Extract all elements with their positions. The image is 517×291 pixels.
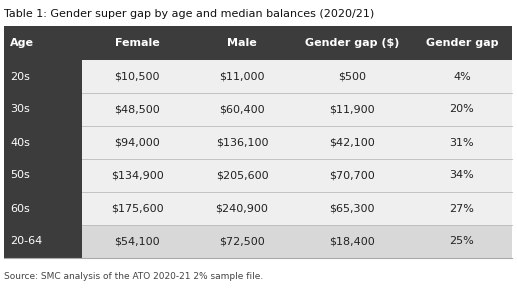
Text: Table 1: Gender super gap by age and median balances (2020/21): Table 1: Gender super gap by age and med…: [4, 9, 374, 19]
Bar: [412, 126, 512, 159]
Text: Male: Male: [227, 38, 257, 48]
Text: $10,500: $10,500: [114, 72, 160, 81]
Bar: [192, 26, 292, 60]
Bar: [192, 126, 292, 159]
Text: $18,400: $18,400: [329, 237, 375, 246]
Text: $48,500: $48,500: [114, 104, 160, 114]
Bar: [412, 192, 512, 225]
Text: $54,100: $54,100: [114, 237, 160, 246]
Text: 40s: 40s: [10, 138, 30, 148]
Bar: [292, 126, 412, 159]
Text: $240,900: $240,900: [216, 203, 268, 214]
Text: $60,400: $60,400: [219, 104, 265, 114]
Text: $500: $500: [338, 72, 366, 81]
Bar: [82, 192, 192, 225]
Bar: [292, 225, 412, 258]
Text: 30s: 30s: [10, 104, 30, 114]
Text: $70,700: $70,700: [329, 171, 375, 180]
Bar: [82, 26, 192, 60]
Text: Gender gap ($): Gender gap ($): [305, 38, 399, 48]
Text: $11,000: $11,000: [219, 72, 265, 81]
Bar: [292, 192, 412, 225]
Bar: [192, 159, 292, 192]
Text: 34%: 34%: [450, 171, 475, 180]
Bar: [292, 93, 412, 126]
Text: 27%: 27%: [450, 203, 475, 214]
Text: 25%: 25%: [450, 237, 475, 246]
Text: $175,600: $175,600: [111, 203, 163, 214]
Bar: [192, 93, 292, 126]
Bar: [82, 225, 192, 258]
Bar: [4, 93, 82, 126]
Bar: [292, 60, 412, 93]
Bar: [192, 192, 292, 225]
Text: $134,900: $134,900: [111, 171, 163, 180]
Text: $42,100: $42,100: [329, 138, 375, 148]
Text: $94,000: $94,000: [114, 138, 160, 148]
Text: $136,100: $136,100: [216, 138, 268, 148]
Bar: [4, 192, 82, 225]
Text: $205,600: $205,600: [216, 171, 268, 180]
Bar: [292, 159, 412, 192]
Bar: [412, 93, 512, 126]
Text: 31%: 31%: [450, 138, 474, 148]
Text: 20-64: 20-64: [10, 237, 42, 246]
Text: $11,900: $11,900: [329, 104, 375, 114]
Bar: [192, 60, 292, 93]
Bar: [82, 159, 192, 192]
Bar: [192, 225, 292, 258]
Text: 50s: 50s: [10, 171, 30, 180]
Text: 20s: 20s: [10, 72, 30, 81]
Bar: [4, 26, 82, 60]
Bar: [4, 126, 82, 159]
Bar: [82, 60, 192, 93]
Bar: [292, 26, 412, 60]
Bar: [412, 60, 512, 93]
Text: 20%: 20%: [450, 104, 475, 114]
Bar: [412, 26, 512, 60]
Bar: [4, 225, 82, 258]
Text: Female: Female: [115, 38, 159, 48]
Text: Source: SMC analysis of the ATO 2020-21 2% sample file.: Source: SMC analysis of the ATO 2020-21 …: [4, 272, 263, 281]
Bar: [82, 126, 192, 159]
Text: $72,500: $72,500: [219, 237, 265, 246]
Bar: [4, 60, 82, 93]
Text: Gender gap: Gender gap: [426, 38, 498, 48]
Text: 4%: 4%: [453, 72, 471, 81]
Bar: [82, 93, 192, 126]
Bar: [4, 159, 82, 192]
Bar: [412, 225, 512, 258]
Text: 60s: 60s: [10, 203, 30, 214]
Text: Age: Age: [10, 38, 34, 48]
Bar: [412, 159, 512, 192]
Text: $65,300: $65,300: [329, 203, 375, 214]
